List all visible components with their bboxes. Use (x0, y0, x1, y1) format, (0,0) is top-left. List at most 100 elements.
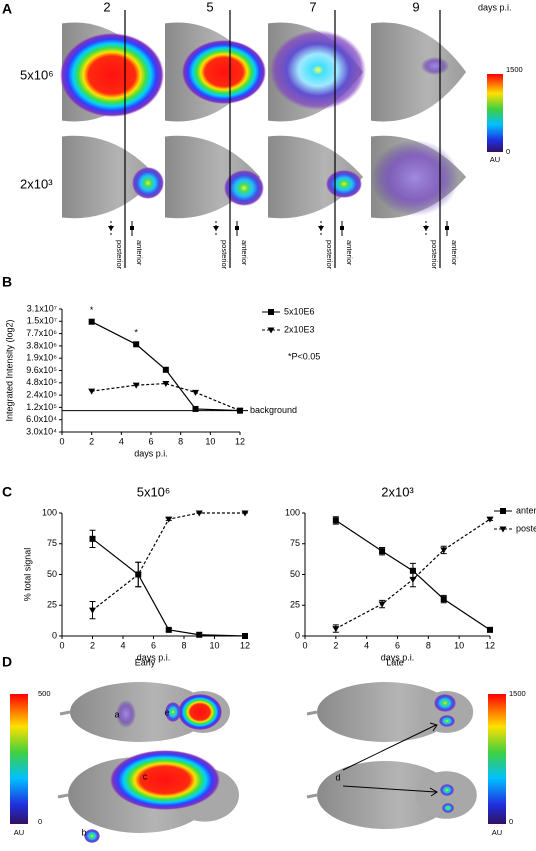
marker (267, 327, 275, 334)
y-tick-label: 75 (290, 538, 300, 548)
marker (133, 341, 140, 348)
y-axis-label: Integrated Intensity (log2) (4, 319, 14, 421)
colorbar-unit: AU (14, 828, 24, 837)
chart-title: 2x10³ (381, 484, 414, 499)
site-label: e (164, 707, 169, 717)
mouse-head (268, 135, 364, 219)
y-tick-label: 0 (295, 630, 300, 640)
colorbar-unit: AU (490, 155, 500, 164)
colorbar-min: 0 (38, 817, 42, 826)
series-line (91, 321, 241, 412)
marker (165, 626, 172, 633)
x-tick-label: 12 (235, 436, 245, 446)
signal (439, 715, 455, 727)
orientation-label: posterior (325, 240, 334, 270)
colorbar-min: 0 (509, 817, 513, 826)
point-label: * (134, 328, 138, 338)
x-tick-label: 2 (89, 436, 94, 446)
column-label: Late (386, 657, 404, 667)
colorbar (10, 694, 28, 824)
signal (178, 694, 222, 730)
column-unit: days p.i. (478, 2, 512, 12)
marker (268, 309, 274, 315)
panel-letter: A (2, 1, 12, 17)
marker (241, 510, 249, 517)
marker (134, 572, 142, 578)
column-label: Early (135, 657, 156, 667)
marker (500, 508, 506, 514)
orientation-label: posterior (430, 240, 439, 270)
x-tick-label: 6 (395, 640, 400, 650)
signal (440, 784, 454, 796)
legend-label: 2x10E3 (284, 324, 315, 334)
y-tick-label: 4.8x10⁵ (26, 377, 57, 387)
signal (84, 829, 100, 843)
x-tick-label: 8 (426, 640, 431, 650)
chart-title: 5x10⁶ (137, 484, 171, 499)
y-tick-label: 1.5x10⁷ (27, 316, 57, 326)
signal (182, 40, 266, 104)
colorbar-max: 500 (38, 689, 51, 698)
mouse-tail (59, 710, 71, 716)
colorbar (488, 694, 506, 824)
note: *P<0.05 (288, 351, 320, 361)
mouse-tail (306, 710, 318, 716)
marker (378, 601, 386, 608)
series-line (91, 382, 241, 412)
point-label: * (90, 305, 94, 315)
site-label: b (81, 827, 86, 837)
x-tick-label: 6 (148, 436, 153, 446)
y-tick-label: 1.2x10⁵ (26, 402, 57, 412)
panel-letter: D (2, 654, 12, 670)
marker (88, 388, 96, 395)
column-label: 7 (309, 0, 316, 14)
mouse-body (70, 682, 210, 742)
x-tick-label: 10 (454, 640, 464, 650)
signal (371, 140, 459, 216)
y-axis-label: % total signal (22, 548, 32, 602)
signal (421, 57, 449, 75)
marker (196, 631, 203, 638)
signal (224, 170, 264, 206)
marker (409, 576, 417, 583)
x-tick-label: 8 (181, 640, 186, 650)
marker (236, 408, 244, 415)
marker (440, 547, 448, 554)
site-label: a (114, 709, 119, 719)
legend-marker (445, 226, 449, 230)
mouse-tail (306, 793, 318, 799)
colorbar (487, 74, 503, 152)
mouse-body (317, 682, 453, 742)
marker (88, 318, 95, 325)
y-tick-label: 0 (52, 630, 57, 640)
marker (192, 405, 199, 412)
legend-marker (423, 226, 429, 231)
orientation-label: anterior (135, 240, 144, 266)
column-label: 2 (103, 0, 110, 14)
marker (332, 626, 340, 633)
arrow (342, 722, 438, 797)
x-tick-label: 4 (119, 436, 124, 446)
site-label: d (335, 772, 340, 782)
panel-letter: C (2, 484, 12, 500)
marker (379, 548, 386, 555)
marker (195, 510, 203, 517)
series-line (92, 512, 245, 611)
x-axis-label: days p.i. (134, 448, 168, 458)
legend-label: 5x10E6 (284, 306, 315, 316)
mouse-tail (57, 793, 69, 799)
marker (89, 607, 96, 614)
colorbar-unit: AU (492, 828, 502, 837)
signal (442, 803, 454, 813)
y-tick-label: 3.0x10⁴ (26, 426, 57, 436)
orientation-label: anterior (240, 240, 249, 266)
y-tick-label: 100 (285, 507, 300, 517)
site-label: c (143, 771, 148, 781)
marker (192, 389, 199, 396)
legend-marker (340, 226, 344, 230)
marker (332, 517, 339, 524)
mouse-head (419, 691, 474, 733)
x-tick-label: 4 (120, 640, 125, 650)
marker (242, 633, 248, 639)
